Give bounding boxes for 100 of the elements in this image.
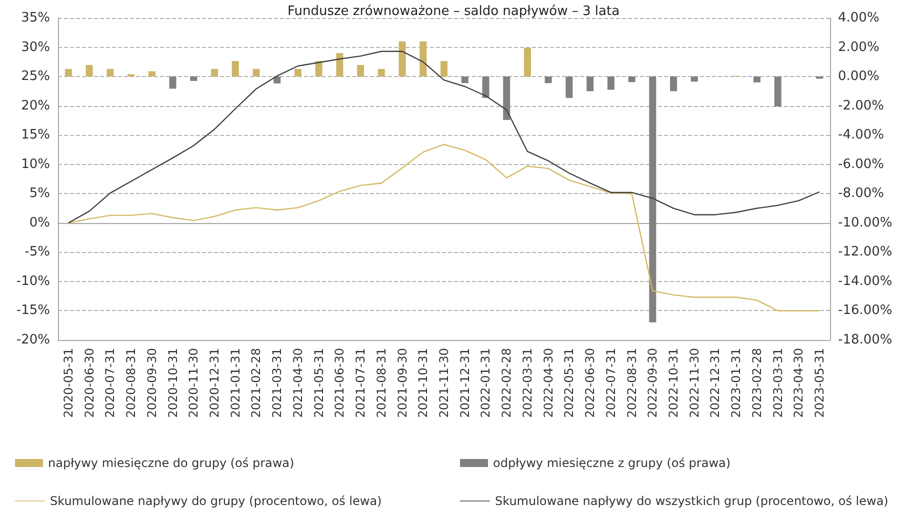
x-tick-label: 2020-12-31 [207,348,222,418]
bar [690,76,698,82]
x-tick-label: 2020-07-31 [103,348,118,418]
y-tick-label: 20% [21,98,50,114]
legend-label: odpływy miesięczne z grupy (oś prawa) [493,456,731,470]
x-tick-label: 2020-10-31 [166,348,180,418]
legend-label: Skumulowane napływy do wszystkich grup (procentowo, oś lewa) [495,494,888,508]
x-tick-label: 2022-01-31 [478,348,493,418]
x-tick-label: 2021-04-30 [290,348,305,418]
x-tick-label: 2022-05-31 [562,348,576,418]
chart-title: Fundusze zrównoważone – saldo napływów – 3 lata [287,4,620,19]
bar [106,68,114,77]
bar [649,76,656,322]
bar [753,76,760,82]
x-tick-label: 2021-09-30 [395,348,410,418]
x-tick-label: 2022-02-28 [500,348,514,418]
x-tick-label: 2020-06-30 [82,348,96,418]
x-tick-label: 2022-08-31 [624,348,639,418]
x-tick-label: 2021-12-31 [458,348,472,418]
x-tick-label: 2020-09-30 [144,348,159,418]
y2-tick-label: -14.00% [838,274,892,289]
bar [128,74,135,77]
x-tick-label: 2021-08-31 [374,348,388,418]
bar [398,41,406,77]
legend-label: napływy miesięczne do grupy (oś prawa) [48,456,294,470]
y-tick-label: 0% [29,215,50,230]
y-tick-label: -15% [16,303,50,318]
x-tick-label: 2022-10-31 [666,348,681,418]
x-tick-label: 2022-11-30 [687,348,702,418]
y2-tick-label: 4.00% [838,10,880,26]
y-tick-label: -20% [16,332,50,348]
x-tick-label: 2022-09-30 [646,348,660,418]
bar [524,48,531,77]
bar [586,76,594,92]
y2-tick-label: -4.00% [838,128,884,143]
x-tick-label: 2021-07-31 [354,348,368,418]
y2-tick-label: 2.00% [838,40,880,55]
x-tick-label: 2022-03-31 [520,348,534,418]
bar [482,76,490,98]
x-tick-label: 2022-07-31 [604,348,618,418]
y2-tick-label: -6.00% [838,156,884,172]
bar [503,76,510,120]
x-tick-label: 2021-10-31 [416,348,430,418]
bar [148,71,156,77]
bar [440,61,448,77]
bar [252,68,260,77]
y2-tick-label: -18.00% [838,332,892,348]
y-tick-label: -5% [24,244,50,260]
bar [544,76,552,84]
bar [461,76,468,84]
y-tick-label: -10% [16,274,50,289]
y-tick-label: 5% [29,186,50,202]
y2-tick-label: -8.00% [838,186,884,202]
bar [64,68,72,77]
y2-tick-label: -10.00% [838,215,892,230]
legend-label: Skumulowane napływy do grupy (procentowo, oś lewa) [50,494,382,508]
x-tick-label: 2020-05-31 [61,348,76,418]
x-tick-label: 2021-11-30 [437,348,451,418]
y2-tick-label: -12.00% [838,244,892,260]
y-tick-label: 15% [21,128,50,143]
bar [774,76,782,107]
bar [378,68,385,77]
bar [315,61,322,77]
bar [274,76,281,84]
bar [86,64,93,77]
bar [294,68,302,77]
bar [190,76,198,81]
bar [232,61,239,77]
bar [566,76,573,98]
bar [357,64,364,77]
y-tick-label: 35% [21,10,50,26]
x-tick-label: 2021-06-30 [332,348,347,418]
bar [336,53,344,77]
x-tick-label: 2023-04-30 [792,348,806,418]
y-tick-label: 30% [21,40,50,55]
x-tick-label: 2021-01-31 [228,348,242,418]
x-tick-label: 2020-11-30 [186,348,201,418]
line-series [68,50,820,224]
x-tick-label: 2020-08-31 [124,348,138,418]
x-tick-label: 2022-12-31 [708,348,722,418]
x-tick-label: 2023-05-31 [812,348,827,418]
x-tick-label: 2021-03-31 [270,348,284,418]
bar [607,76,614,90]
x-tick-label: 2022-06-30 [583,348,598,418]
x-tick-label: 2023-02-28 [750,348,764,418]
y-tick-label: 10% [21,156,50,172]
bar [420,41,427,77]
bar [210,68,218,77]
bar [628,76,636,82]
y2-tick-label: 0.00% [838,69,880,84]
x-tick-label: 2021-02-28 [249,348,264,418]
x-tick-label: 2023-03-31 [770,348,785,418]
x-tick-label: 2022-04-30 [541,348,556,418]
line-series [68,144,820,312]
y2-tick-label: -16.00% [838,303,892,318]
bar [670,76,678,92]
y-tick-label: 25% [21,69,50,84]
x-tick-label: 2023-01-31 [729,348,744,418]
x-tick-label: 2021-05-31 [312,348,326,418]
y2-tick-label: -2.00% [838,98,884,114]
